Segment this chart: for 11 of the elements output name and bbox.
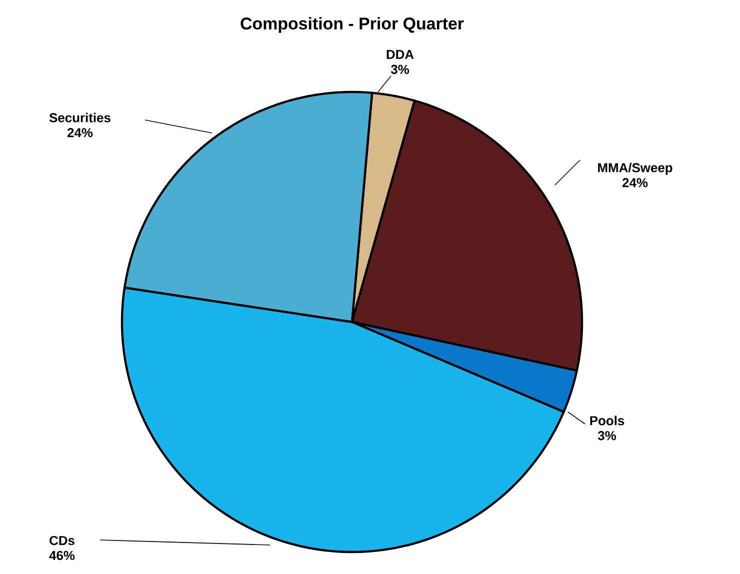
data-label: 24% (622, 178, 648, 188)
slice-label: Pools (590, 416, 624, 426)
data-label: 3% (390, 64, 410, 74)
data-label: 3% (598, 431, 616, 440)
slice-label: DDA (386, 50, 414, 59)
data-label: 46% (49, 550, 75, 560)
chart-title: Composition - Prior Quarter (240, 17, 464, 33)
slice-label: Securities (49, 112, 110, 122)
slice-label: CDs (50, 536, 74, 546)
legend-label: MMA/Sweep (598, 162, 672, 175)
data-label: 24% (67, 128, 93, 138)
